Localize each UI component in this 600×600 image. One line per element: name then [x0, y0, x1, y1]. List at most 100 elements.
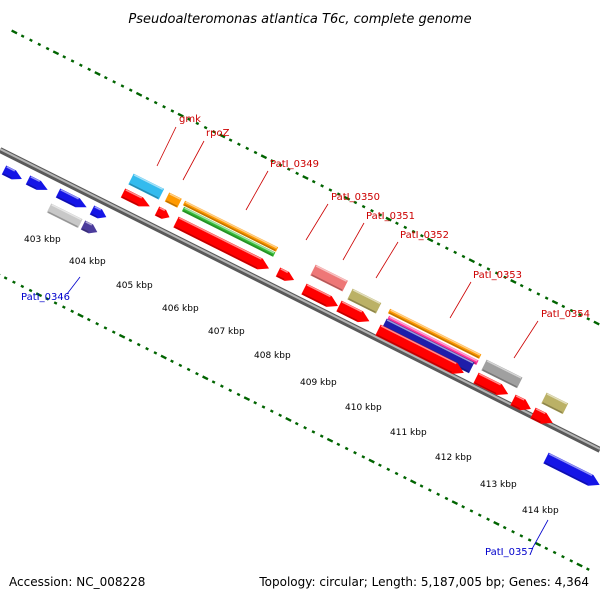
cds-red-9 — [510, 394, 531, 411]
gene-label: PatI_0357 — [485, 547, 534, 558]
gene-label: PatI_0350 — [331, 192, 380, 203]
inner-tick — [111, 330, 116, 334]
inner-tick — [145, 346, 149, 351]
gene-0349-orange — [182, 200, 279, 252]
inner-tick — [195, 371, 199, 376]
outer-tick — [270, 159, 275, 163]
kbp-label: 413 kbp — [480, 480, 517, 490]
cds-purple — [80, 220, 98, 234]
inner-tick — [253, 401, 258, 405]
leader-line — [375, 241, 399, 279]
leader-line — [531, 519, 549, 550]
outer-tick — [510, 279, 517, 284]
inner-tick — [561, 554, 565, 559]
inner-tick — [202, 375, 209, 381]
inner-tick — [35, 292, 43, 298]
outer-tick — [120, 84, 125, 88]
inner-tick — [170, 359, 174, 363]
outer-tick — [395, 221, 399, 225]
inner-tick — [70, 309, 75, 314]
inner-tick — [311, 430, 316, 434]
inner-tick — [394, 471, 399, 476]
inner-tick — [493, 520, 500, 526]
outer-tick — [37, 42, 42, 47]
leader-line — [513, 320, 539, 359]
outer-tick — [29, 38, 33, 43]
leader-line — [342, 222, 365, 261]
outer-tick — [519, 283, 524, 288]
kbp-label: 403 kbp — [24, 235, 61, 245]
outer-tick — [578, 313, 582, 317]
gene-label: PatI_0346 — [21, 292, 70, 303]
inner-tick — [344, 446, 349, 451]
gene-label: gmk — [179, 114, 201, 125]
leader-line — [156, 126, 177, 167]
inner-tick — [586, 567, 590, 571]
inner-tick — [378, 463, 382, 467]
outer-tick — [212, 130, 216, 134]
outer-tick — [237, 142, 241, 146]
outer-tick — [336, 192, 341, 196]
inner-tick — [353, 450, 357, 455]
cds-red-4 — [275, 267, 295, 281]
inner-tick — [278, 413, 283, 418]
inner-tick — [427, 488, 432, 492]
outer-tick — [411, 229, 416, 234]
outer-tick — [453, 250, 458, 255]
inner-tick — [186, 367, 191, 372]
kbp-label: 405 kbp — [116, 281, 153, 291]
kbp-label: 408 kbp — [254, 351, 291, 361]
kbp-label: 411 kbp — [390, 428, 427, 438]
cds-red-7 — [375, 324, 464, 374]
backbone — [0, 147, 600, 453]
inner-tick — [419, 484, 424, 488]
gene-label: PatI_0349 — [270, 159, 319, 170]
outer-tick — [468, 258, 476, 264]
outer-tick — [586, 317, 591, 321]
cds-blue-4 — [89, 205, 107, 219]
kbp-label: 410 kbp — [345, 403, 382, 413]
outer-tick — [426, 237, 434, 243]
outer-tick — [177, 112, 184, 118]
outer-tick — [245, 146, 250, 151]
outer-tick — [203, 125, 208, 130]
cds-blue-3 — [55, 188, 87, 208]
leader-line — [305, 203, 329, 241]
outer-tick — [461, 254, 466, 259]
inner-tick — [403, 475, 407, 480]
outer-tick — [320, 184, 324, 188]
inner-tick — [20, 284, 25, 289]
gene-gmk-box — [128, 173, 165, 200]
outer-tick — [128, 88, 133, 92]
inner-tick — [519, 534, 524, 538]
outer-tick — [478, 263, 482, 267]
outer-tick — [444, 246, 449, 250]
gene-0353-orange — [387, 308, 482, 359]
pseudo-grey — [46, 203, 83, 229]
inner-tick — [236, 392, 241, 397]
cds-red-10 — [530, 407, 553, 424]
outer-tick — [62, 55, 67, 59]
gene-label: PatI_0352 — [400, 230, 449, 241]
inner-tick — [86, 317, 91, 322]
gene-label: rpoZ — [206, 128, 230, 139]
outer-tick — [569, 308, 574, 313]
outer-tick — [162, 105, 166, 109]
cds-red-1 — [120, 188, 150, 207]
inner-tick — [368, 458, 375, 464]
outer-tick — [343, 195, 351, 201]
inner-tick — [103, 326, 108, 330]
outer-tick — [135, 91, 143, 97]
inner-tick — [336, 442, 341, 447]
outer-tick — [228, 138, 233, 142]
outer-tick — [295, 171, 299, 176]
accession-text: Accession: NC_008228 — [9, 575, 145, 589]
leader-line — [182, 140, 205, 181]
genome-stats-text: Topology: circular; Length: 5,187,005 bp… — [258, 575, 589, 589]
outer-tick — [361, 204, 366, 209]
inner-tick — [502, 525, 507, 530]
inner-tick — [153, 351, 158, 355]
inner-tick — [469, 509, 474, 513]
cds-blue-1 — [1, 165, 22, 180]
inner-tick — [220, 384, 224, 388]
